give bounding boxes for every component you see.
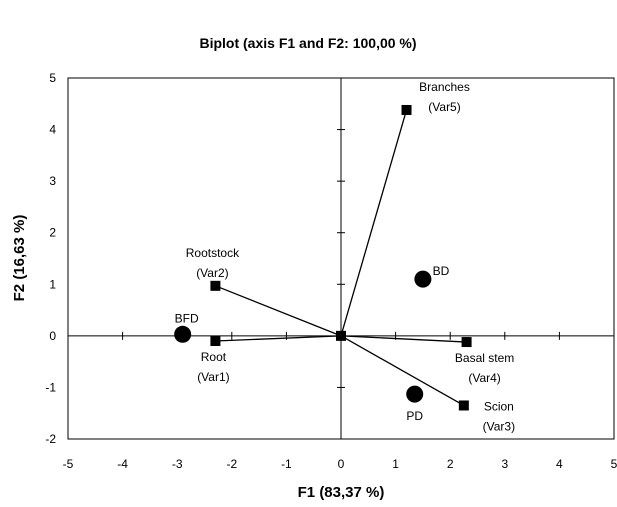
y-tick-label: 5 xyxy=(49,71,56,85)
x-tick-label: -5 xyxy=(63,457,74,471)
label-pd: PD xyxy=(406,409,423,423)
label-root-var: (Var1) xyxy=(197,370,229,384)
x-tick-label: -4 xyxy=(117,457,128,471)
marker-root xyxy=(210,336,221,347)
vector-basal-stem xyxy=(340,335,467,343)
x-tick-label: -3 xyxy=(172,457,183,471)
x-tick-label: -2 xyxy=(226,457,237,471)
label-branches-var: (Var5) xyxy=(428,100,460,114)
x-tick-label: 4 xyxy=(556,457,563,471)
label-rootstock-var: (Var2) xyxy=(196,266,228,280)
label-bd: BD xyxy=(433,264,450,278)
x-tick-label: 1 xyxy=(392,457,399,471)
vector-root xyxy=(215,335,342,342)
vector-rootstock xyxy=(215,285,342,337)
y-tick-label: 1 xyxy=(49,277,56,291)
label-scion: Scion xyxy=(484,399,514,413)
axis-ticks: -5 -4 -3 -2 -1 0 1 2 3 4 5 -2 -1 0 1 2 3 4 5 xyxy=(45,71,617,471)
variable-vectors xyxy=(215,109,467,407)
y-axis-label: F2 (16,63 %) xyxy=(11,215,28,302)
label-basal-stem: Basal stem xyxy=(455,351,514,365)
y-tick-label: -2 xyxy=(45,432,56,446)
label-root: Root xyxy=(201,350,227,364)
label-basal-stem-var: (Var4) xyxy=(468,371,500,385)
label-rootstock: Rootstock xyxy=(186,246,240,260)
marker-rootstock xyxy=(210,280,221,291)
marker-scion xyxy=(458,400,469,411)
marker-branches xyxy=(401,104,412,115)
marker-bd xyxy=(414,270,432,288)
label-branches: Branches xyxy=(419,80,470,94)
point-labels: Root (Var1) Rootstock (Var2) Scion (Var3) Basa… xyxy=(175,80,515,434)
y-tick-label: 4 xyxy=(49,123,56,137)
x-tick-label: 3 xyxy=(501,457,508,471)
vector-scion xyxy=(340,335,465,407)
y-tick-label: 2 xyxy=(49,226,56,240)
label-bfd: BFD xyxy=(175,311,199,325)
point-markers xyxy=(174,104,472,411)
x-tick-label: 0 xyxy=(338,457,345,471)
y-tick-label: 3 xyxy=(49,174,56,188)
marker-bfd xyxy=(174,325,192,343)
vector-branches xyxy=(340,109,408,337)
marker-pd xyxy=(406,385,424,403)
x-tick-label: -1 xyxy=(281,457,292,471)
x-tick-label: 2 xyxy=(447,457,454,471)
origin-marker xyxy=(336,330,346,341)
chart-title: Biplot (axis F1 and F2: 100,00 %) xyxy=(199,35,416,51)
marker-basal-stem xyxy=(461,337,472,348)
y-tick-label: 0 xyxy=(49,329,56,343)
x-tick-label: 5 xyxy=(611,457,617,471)
label-scion-var: (Var3) xyxy=(483,419,515,433)
x-axis-label: F1 (83,37 %) xyxy=(298,484,385,501)
y-tick-label: -1 xyxy=(45,380,56,394)
